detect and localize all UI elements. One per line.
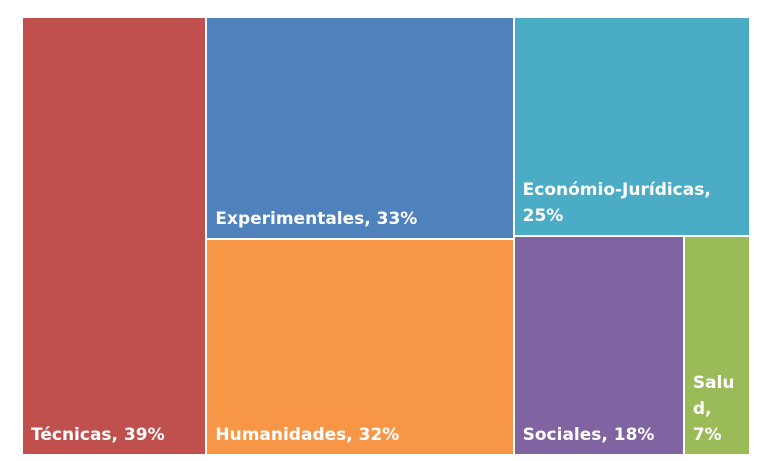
treemap-tile: Técnicas, 39% (23, 18, 206, 454)
treemap-tile: Económio-Jurídicas, 25% (514, 18, 749, 235)
treemap-tile: Humanidades, 32% (207, 240, 513, 454)
tile-label: Sociales, 18% (522, 425, 655, 445)
treemap-tile: Experimentales, 33% (207, 18, 513, 239)
tile-label: Salud, 7% (692, 373, 735, 445)
treemap-tile: Salud, 7% (684, 237, 749, 454)
tile-label: Humanidades, 32% (215, 424, 400, 445)
tile-label: Técnicas, 39% (31, 425, 165, 445)
treemap-tile: Sociales, 18% (514, 237, 683, 454)
tile-label: Económio-Jurídicas, 25% (522, 180, 711, 226)
tile-label: Experimentales, 33% (215, 209, 418, 230)
